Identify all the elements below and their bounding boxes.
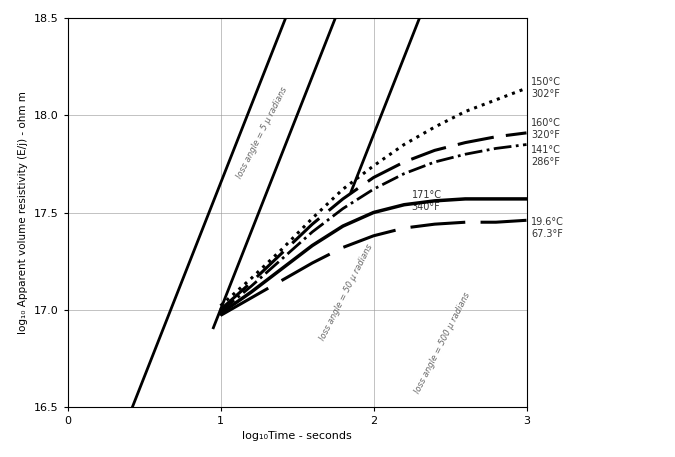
Text: loss angle = 500 μ radians: loss angle = 500 μ radians [414, 291, 472, 394]
Text: 160°C
320°F: 160°C 320°F [531, 118, 561, 140]
X-axis label: log₁₀Time - seconds: log₁₀Time - seconds [242, 431, 352, 441]
Text: 141°C
286°F: 141°C 286°F [531, 145, 561, 167]
Text: loss angle = 50 μ radians: loss angle = 50 μ radians [319, 242, 375, 342]
Text: 19.6°C
67.3°F: 19.6°C 67.3°F [531, 217, 564, 239]
Text: 150°C
302°F: 150°C 302°F [531, 77, 561, 99]
Y-axis label: log₁₀ Apparent volume resistivity (E/j) - ohm m: log₁₀ Apparent volume resistivity (E/j) … [18, 91, 28, 334]
Text: 171°C
340°F: 171°C 340°F [412, 190, 441, 212]
Text: loss angle = 5 μ radians: loss angle = 5 μ radians [236, 85, 290, 180]
